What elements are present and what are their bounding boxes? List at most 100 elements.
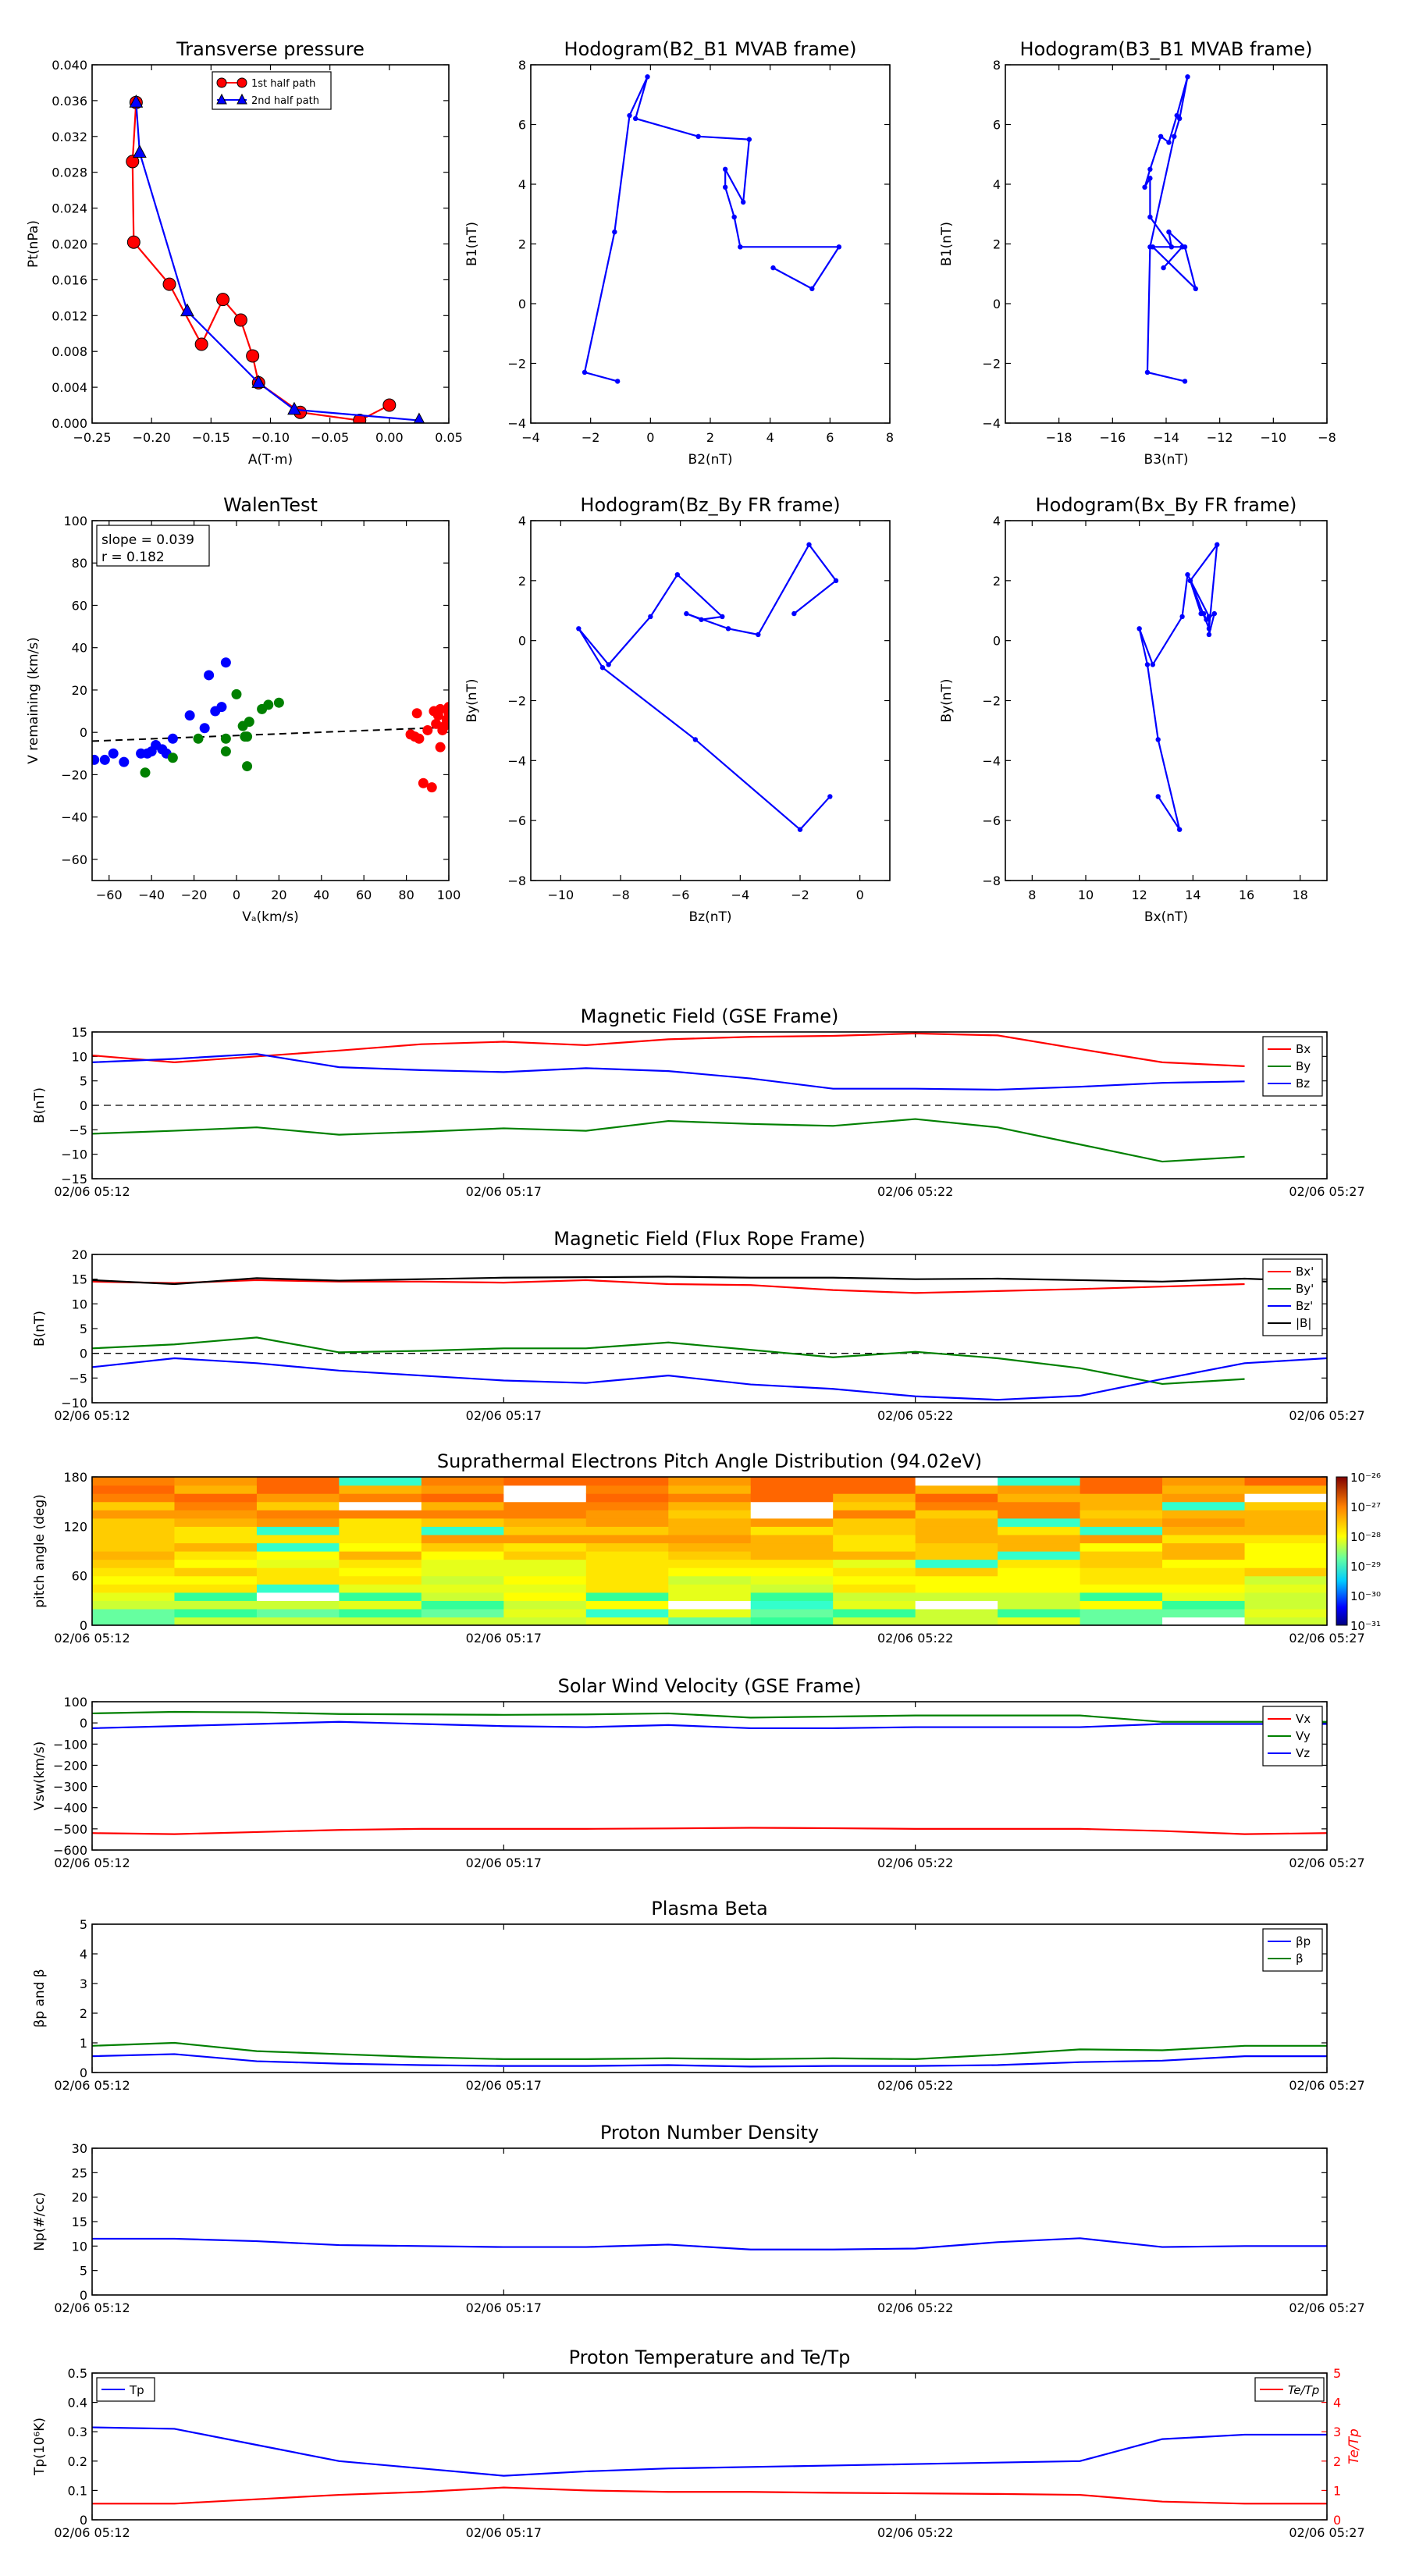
y-tick-label: 3: [80, 1976, 87, 1991]
y-tick-label: −300: [53, 1780, 87, 1795]
y-tick-label: 0.000: [52, 416, 87, 431]
x-tick-label: −0.05: [311, 430, 349, 445]
heatmap-cell: [92, 1559, 176, 1568]
data-point: [695, 133, 701, 139]
heatmap-cell: [339, 1584, 422, 1593]
heatmap-cell: [503, 1567, 587, 1577]
series-line-0: [92, 2237, 1327, 2250]
data-point: [92, 754, 100, 765]
y-tick-label: 30: [72, 2141, 87, 2156]
heatmap-cell: [750, 1608, 834, 1618]
y-tick-label: 0.032: [52, 130, 87, 144]
heatmap-cell: [833, 1567, 916, 1577]
data-point: [833, 578, 839, 584]
y-tick-label: 6: [993, 118, 1001, 133]
timeseries-panel-5: Proton Number Density Np(#/cc) 02/06 05:12…: [32, 2122, 1365, 2315]
heatmap-cell: [92, 1575, 176, 1585]
data-point: [242, 761, 253, 772]
x-tick-label: 02/06 05:17: [466, 1856, 542, 1870]
heatmap-cell: [998, 1542, 1081, 1552]
axes-frame: [91, 2372, 1328, 2521]
x-tick-label: 02/06 05:12: [54, 2525, 130, 2540]
legend: Tp: [96, 2377, 155, 2402]
heatmap-cell: [92, 1551, 176, 1560]
heatmap-cell: [174, 1517, 258, 1527]
scatter-panel-5: Hodogram(Bx_By FR frame) Bx(nT) By(nT) 8 10 1…: [939, 494, 1328, 925]
heatmap-cell: [1244, 1493, 1327, 1503]
y-tick-label: 60: [72, 1569, 87, 1584]
heatmap-cell: [750, 1551, 834, 1560]
heatmap-cell: [1080, 1608, 1163, 1618]
x-tick-label: −0.20: [133, 430, 171, 445]
heatmap-cell: [339, 1477, 422, 1486]
heatmap-cell: [668, 1517, 752, 1527]
y-tick-label: −600: [53, 1843, 87, 1858]
heatmap-cell: [585, 1617, 669, 1625]
heatmap-cell: [421, 1542, 504, 1552]
data-point: [648, 614, 653, 620]
legend-label: Vy: [1296, 1729, 1311, 1743]
y-tick-label: 5: [80, 1917, 87, 1932]
heatmap-cell: [256, 1485, 340, 1494]
y-tick-label: 2: [80, 2006, 87, 2021]
y-axis-label: Pt(nPa): [26, 220, 41, 268]
y2-tick-label: 3: [1333, 2425, 1341, 2439]
data-point: [1204, 617, 1209, 622]
x-tick-label: 02/06 05:17: [466, 1184, 542, 1199]
plot-area: [1136, 541, 1220, 832]
colorbar-label: 10⁻²⁸: [1350, 1530, 1381, 1544]
heatmap-cell: [750, 1501, 834, 1510]
heatmap-cell: [174, 1592, 258, 1601]
data-point: [126, 155, 140, 169]
series-line-Tp: [92, 2426, 1327, 2477]
axes-frame: [1005, 64, 1328, 424]
heatmap-cell: [668, 1485, 752, 1494]
series-line-Vz: [92, 1720, 1327, 1730]
x-tick-label: 16: [1239, 888, 1254, 902]
y-tick-label: −2: [982, 357, 1001, 372]
y-tick-label: 0.024: [52, 201, 87, 216]
heatmap-cell: [92, 1617, 176, 1625]
data-point: [1144, 369, 1151, 375]
y2-tick-label: 2: [1333, 2454, 1341, 2469]
y2-tick-label: 1: [1333, 2483, 1341, 2498]
x-tick-label: 02/06 05:17: [466, 1631, 542, 1646]
y-tick-label: −15: [61, 1172, 87, 1187]
heatmap-cell: [750, 1567, 834, 1577]
panel-title: Proton Number Density: [600, 2122, 819, 2144]
heatmap-cell: [998, 1559, 1081, 1568]
y-tick-label: 0: [80, 1618, 87, 1633]
heatmap-cell: [503, 1584, 587, 1593]
timeseries-panel-6: Proton Temperature and Te/Tp Tp(10⁶K) 02/0…: [32, 2347, 1365, 2540]
heatmap-cell: [503, 1559, 587, 1568]
heatmap-cell: [174, 1575, 258, 1585]
x-tick-label: −2: [582, 430, 600, 445]
panel-title: Hodogram(B3_B1 MVAB frame): [1020, 38, 1313, 60]
axes-frame: [91, 1923, 1328, 2073]
heatmap-cell: [256, 1551, 340, 1560]
panel-title: Proton Temperature and Te/Tp: [569, 2347, 851, 2368]
data-point: [194, 337, 208, 351]
heatmap-cell: [998, 1517, 1081, 1527]
y-tick-label: 10: [72, 1297, 87, 1311]
y-tick-label: 15: [72, 1025, 87, 1040]
heatmap-cell: [174, 1534, 258, 1544]
timeseries-panel-0: Magnetic Field (GSE Frame) B(nT) 02/06 05:…: [32, 1005, 1365, 1199]
heatmap-cell: [503, 1485, 587, 1494]
y-tick-label: 0.036: [52, 94, 87, 109]
heatmap-cell: [750, 1617, 834, 1625]
heatmap-cell: [1162, 1559, 1246, 1568]
heatmap-cell: [915, 1501, 998, 1510]
heatmap-cell: [1162, 1510, 1246, 1519]
legend-label: Tp: [129, 2383, 144, 2397]
series-line-0: [1138, 541, 1218, 831]
y-tick-label: 8: [993, 58, 1001, 73]
series-line-Vx: [92, 1827, 1327, 1835]
y-tick-label: −100: [53, 1737, 87, 1752]
heatmap-cell: [998, 1551, 1081, 1560]
heatmap-cell: [92, 1534, 176, 1544]
data-point: [251, 375, 266, 388]
data-point: [1136, 626, 1142, 632]
heatmap-cell: [998, 1608, 1081, 1618]
axes-frame: [530, 64, 891, 424]
